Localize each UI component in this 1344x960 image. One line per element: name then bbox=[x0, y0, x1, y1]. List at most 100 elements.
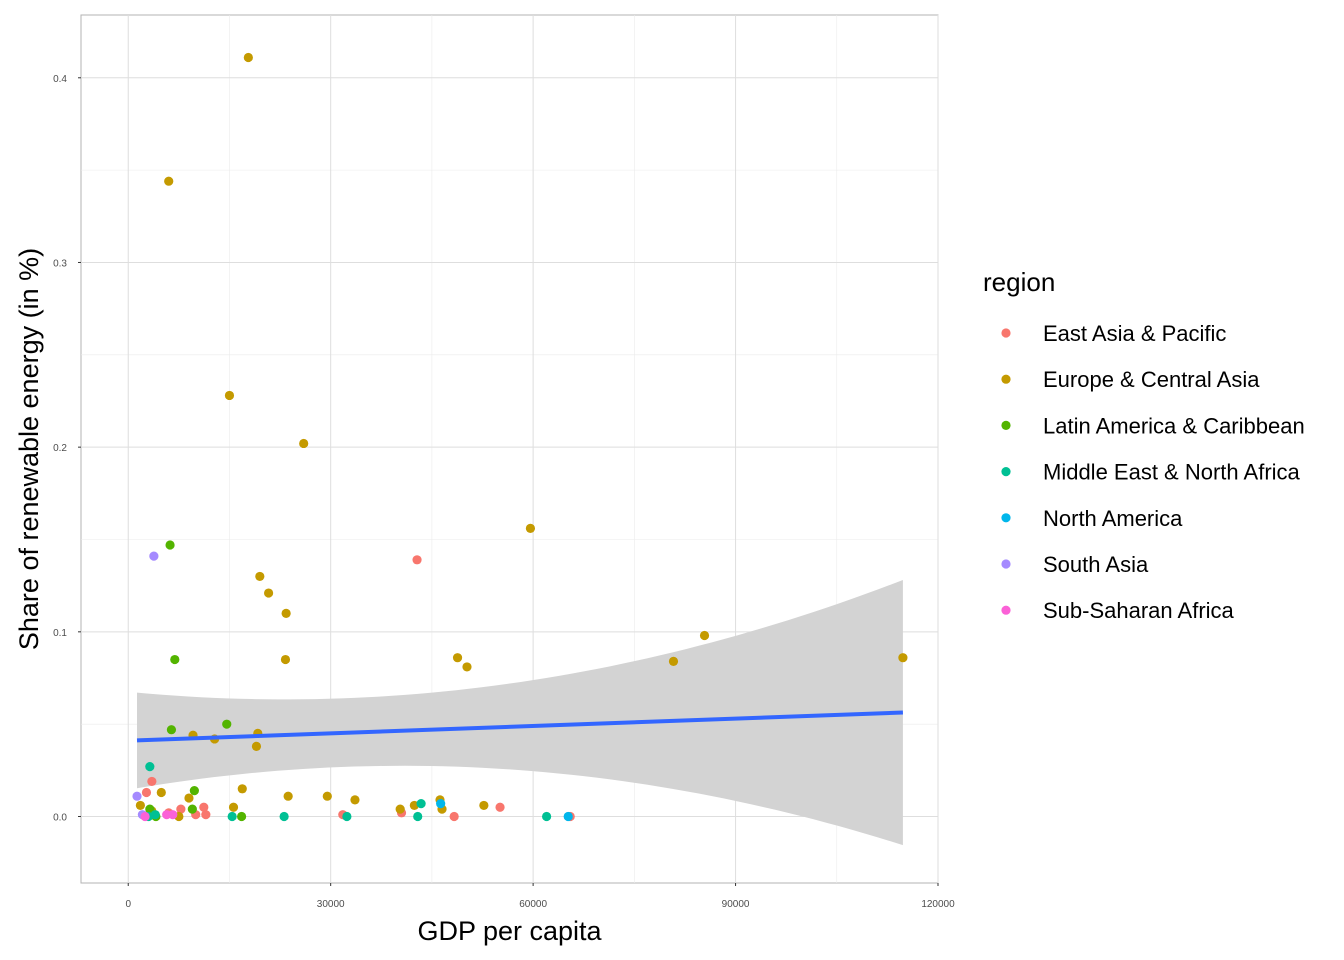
data-point bbox=[668, 656, 679, 666]
x-tick-label: 0 bbox=[125, 899, 131, 910]
data-point bbox=[322, 791, 332, 801]
data-point bbox=[150, 810, 160, 820]
data-point bbox=[189, 786, 199, 796]
data-point bbox=[563, 811, 573, 822]
data-point bbox=[699, 630, 710, 641]
data-point bbox=[251, 741, 262, 751]
data-point bbox=[156, 787, 166, 798]
data-point bbox=[525, 523, 536, 534]
data-point bbox=[342, 811, 352, 822]
data-point bbox=[280, 654, 291, 665]
grid-major bbox=[81, 15, 939, 883]
data-point bbox=[281, 608, 291, 618]
y-tick-label: 0.2 bbox=[53, 443, 67, 454]
data-point bbox=[132, 791, 142, 801]
legend-item: Europe & Central Asia bbox=[1001, 367, 1260, 392]
trend-line bbox=[136, 710, 903, 743]
x-axis-title: GDP per capita bbox=[417, 916, 602, 946]
legend-key bbox=[1001, 374, 1011, 384]
legend-item: Sub-Saharan Africa bbox=[1001, 598, 1235, 623]
legend-label: Europe & Central Asia bbox=[1043, 367, 1260, 392]
data-point bbox=[449, 811, 459, 822]
data-point bbox=[264, 588, 274, 598]
data-point bbox=[199, 802, 209, 812]
legend-label: Latin America & Caribbean bbox=[1043, 413, 1305, 438]
legend-item: Latin America & Caribbean bbox=[1001, 413, 1305, 438]
data-point bbox=[255, 571, 265, 582]
data-point bbox=[184, 793, 194, 803]
data-point bbox=[243, 52, 253, 63]
data-point bbox=[452, 653, 463, 663]
y-tick-label: 0.1 bbox=[53, 628, 67, 639]
y-tick-label: 0.0 bbox=[53, 813, 67, 824]
data-point bbox=[141, 787, 152, 798]
x-tick-label: 120000 bbox=[921, 899, 955, 910]
data-point bbox=[149, 551, 159, 561]
confidence-band bbox=[137, 579, 903, 846]
data-point bbox=[413, 811, 423, 822]
data-point bbox=[495, 802, 505, 812]
legend-label: South Asia bbox=[1043, 552, 1149, 577]
data-point bbox=[224, 390, 235, 401]
points-layer bbox=[132, 52, 908, 822]
data-point bbox=[227, 811, 237, 822]
legend-label: East Asia & Pacific bbox=[1043, 321, 1226, 346]
y-tick-label: 0.3 bbox=[53, 258, 67, 269]
legend-key bbox=[1001, 328, 1011, 338]
data-point bbox=[412, 555, 422, 565]
data-point bbox=[299, 438, 309, 449]
data-point bbox=[279, 811, 289, 822]
legend-key bbox=[1001, 605, 1011, 615]
legend-item: South Asia bbox=[1001, 552, 1149, 577]
data-point bbox=[166, 725, 177, 735]
data-point bbox=[222, 719, 232, 729]
confidence-band-layer bbox=[137, 579, 903, 846]
data-point bbox=[237, 811, 247, 822]
data-point bbox=[228, 802, 239, 812]
legend: region East Asia & Pacific Europe & Centr… bbox=[983, 267, 1305, 623]
x-tick-label: 90000 bbox=[722, 899, 750, 910]
legend-key bbox=[1001, 467, 1011, 477]
x-tick-label: 30000 bbox=[317, 899, 345, 910]
data-point bbox=[395, 804, 405, 814]
data-point bbox=[145, 762, 155, 772]
y-tick-label: 0.4 bbox=[53, 74, 67, 85]
data-point bbox=[168, 810, 178, 820]
data-point bbox=[187, 804, 197, 814]
data-point bbox=[147, 776, 157, 787]
legend-key bbox=[1001, 420, 1011, 430]
data-point bbox=[416, 798, 426, 809]
trend-line-layer bbox=[136, 710, 903, 743]
legend-item: North America bbox=[1001, 506, 1183, 531]
y-axis-title: Share of renewable energy (in %) bbox=[14, 248, 44, 650]
data-point bbox=[165, 540, 175, 550]
data-point bbox=[479, 800, 489, 811]
data-point bbox=[201, 810, 211, 820]
legend-label: Sub-Saharan Africa bbox=[1043, 598, 1235, 623]
data-point bbox=[164, 176, 174, 186]
legend-items: East Asia & Pacific Europe & Central Asia… bbox=[1001, 321, 1305, 623]
legend-key bbox=[1001, 559, 1011, 569]
legend-key bbox=[1001, 513, 1011, 523]
data-point bbox=[176, 804, 186, 814]
legend-label: Middle East & North Africa bbox=[1043, 460, 1301, 485]
legend-label: North America bbox=[1043, 506, 1183, 531]
data-point bbox=[898, 653, 908, 663]
x-tick-label: 60000 bbox=[519, 899, 547, 910]
data-point bbox=[140, 811, 150, 822]
data-point bbox=[436, 798, 446, 809]
data-point bbox=[462, 662, 472, 672]
data-point bbox=[542, 811, 552, 822]
data-point bbox=[350, 795, 360, 805]
data-point bbox=[170, 654, 180, 665]
x-axis-ticks: 0 30000 60000 90000 120000 bbox=[125, 883, 955, 910]
legend-title: region bbox=[983, 267, 1055, 297]
data-point bbox=[237, 784, 247, 794]
data-point bbox=[283, 791, 293, 801]
legend-item: Middle East & North Africa bbox=[1001, 460, 1301, 485]
y-axis-ticks: 0.0 0.1 0.2 0.3 0.4 bbox=[53, 74, 81, 824]
data-point bbox=[135, 800, 145, 811]
legend-item: East Asia & Pacific bbox=[1001, 321, 1226, 346]
